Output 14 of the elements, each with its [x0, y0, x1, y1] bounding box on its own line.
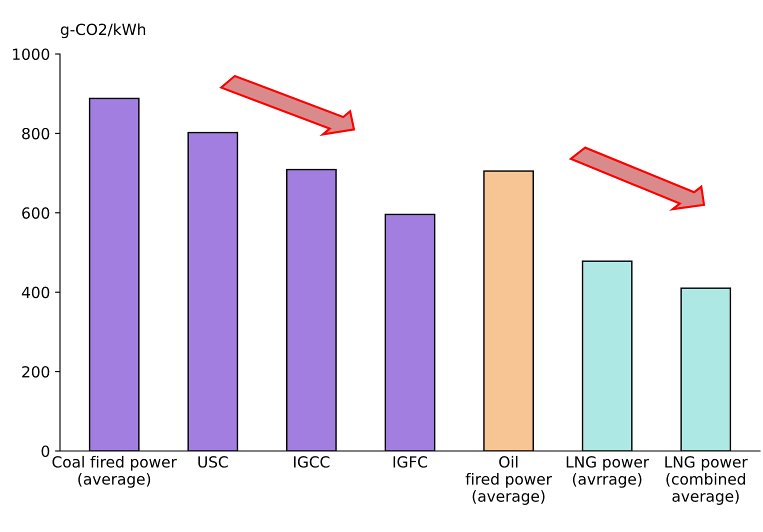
- y-tick-label: 400: [22, 286, 50, 298]
- x-tick-label: Oil fired power (average): [466, 456, 552, 505]
- y-tick-label: 0: [42, 445, 50, 458]
- y-tick-label: 600: [22, 207, 50, 219]
- x-tick-label: IGFC: [394, 456, 428, 468]
- x-tick-label: LNG power (combined average): [665, 456, 748, 505]
- x-tick-label: USC: [198, 456, 228, 468]
- y-tick-label: 200: [22, 366, 50, 378]
- y-tick-label: 1000: [13, 48, 50, 60]
- y-axis-title: g-CO2/kWh: [60, 23, 146, 38]
- x-tick-label: IGCC: [294, 456, 330, 468]
- x-tick-label: LNG power (avrrage): [566, 456, 650, 488]
- y-tick-label: 800: [22, 128, 50, 140]
- x-tick-label: Coal fired power (average): [52, 456, 177, 488]
